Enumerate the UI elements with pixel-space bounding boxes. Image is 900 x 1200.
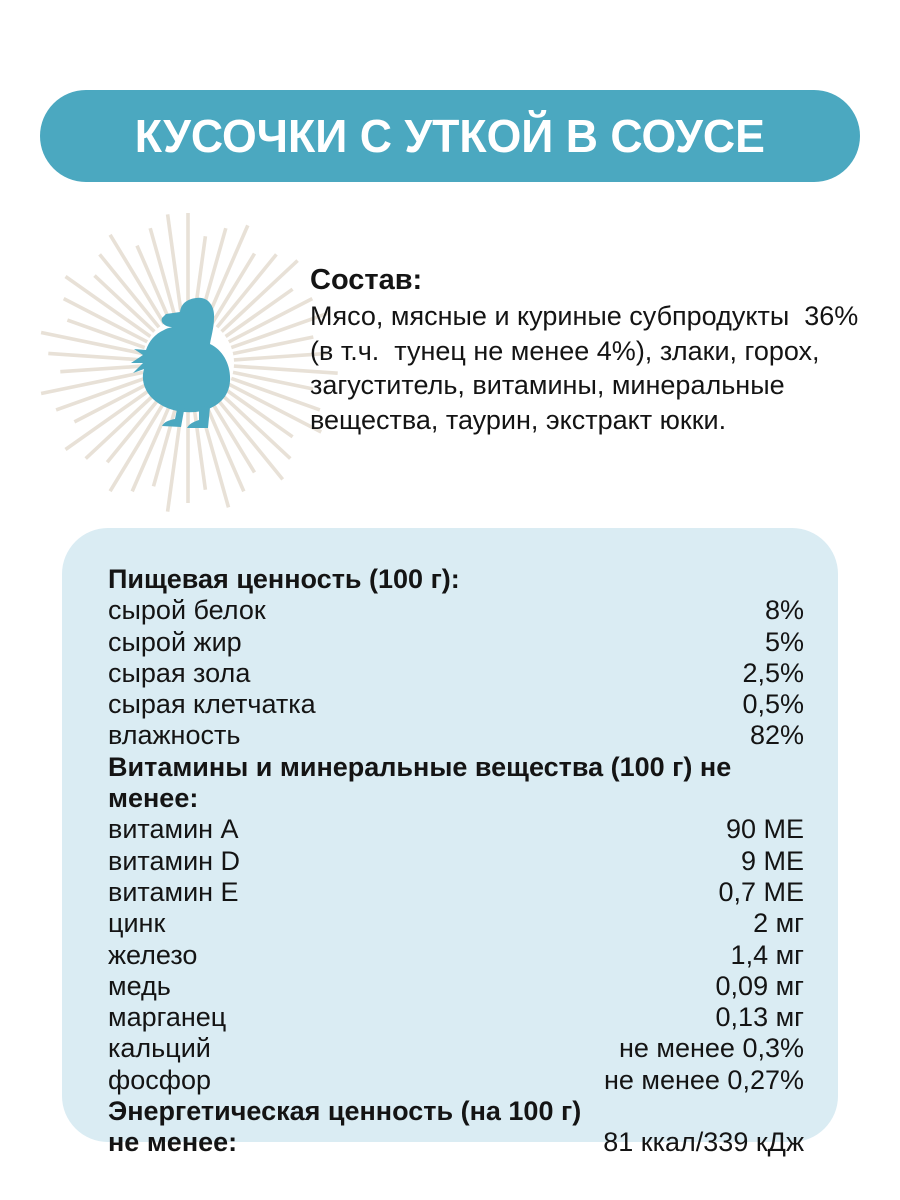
nutrient-label: железо: [108, 939, 198, 970]
nutrient-label: медь: [108, 970, 171, 1001]
composition-text-line: вещества, таурин, экстракт юкки.: [310, 404, 727, 435]
nutrition-row: сырой жир 5%: [108, 627, 804, 658]
nutrient-label: марганец: [108, 1002, 227, 1033]
nutrient-value: 8%: [764, 595, 804, 626]
nutrient-value: не менее 0,3%: [619, 1033, 804, 1064]
nutrition-row: железо 1,4 мг: [108, 940, 804, 971]
energy-label: не менее:: [108, 1127, 238, 1158]
nutrient-value: 1,4 мг: [730, 939, 804, 970]
nutrient-label: сырая клетчатка: [108, 689, 316, 720]
nutrient-value: 90 МЕ: [725, 814, 804, 845]
nutrition-row: сырая зола 2,5%: [108, 658, 804, 689]
nutrient-label: фосфор: [108, 1064, 211, 1095]
nutrient-value: 2 мг: [753, 908, 804, 939]
nutrient-value: не менее 0,27%: [603, 1064, 804, 1095]
nutrition-section-heading: Пищевая ценность (100 г):: [108, 564, 460, 594]
duck-silhouette-icon: [131, 297, 231, 428]
nutrition-row: влажность 82%: [108, 720, 804, 751]
nutrition-row: сырой белок 8%: [108, 595, 804, 626]
composition-text-line: (в т.ч. тунец не менее 4%), злаки, горох…: [310, 335, 820, 366]
nutrient-value: 0,13 мг: [715, 1002, 804, 1033]
sunburst-rays-icon: [40, 213, 338, 512]
nutrient-label: витамин Е: [108, 876, 239, 907]
nutrient-value: 0,5%: [742, 689, 804, 720]
nutrition-row: цинк 2 мг: [108, 908, 804, 939]
nutrition-row: медь 0,09 мг: [108, 971, 804, 1002]
vitamins-section-heading: Витамины и минеральные вещества (100 г) …: [108, 751, 732, 814]
nutrient-label: кальций: [108, 1033, 211, 1064]
nutrient-label: витамин D: [108, 845, 241, 876]
nutrient-label: влажность: [108, 720, 241, 751]
nutrition-row: марганец 0,13 мг: [108, 1002, 804, 1033]
nutrient-value: 5%: [764, 626, 804, 657]
nutrition-panel: Пищевая ценность (100 г): сырой белок 8%…: [62, 528, 838, 1157]
nutrient-label: сырая зола: [108, 657, 251, 688]
nutrient-value: 82%: [749, 720, 804, 751]
nutrient-value: 2,5%: [742, 657, 804, 688]
nutrition-row: не менее: 81 ккал/339 кДж: [108, 1127, 804, 1158]
nutrient-label: витамин А: [108, 814, 239, 845]
composition-section: Состав: Мясо, мясные и куриные субпродук…: [310, 262, 870, 437]
energy-section-heading: Энергетическая ценность (на 100 г): [108, 1096, 582, 1127]
nutrient-label: сырой жир: [108, 626, 242, 657]
product-title-banner: КУСОЧКИ С УТКОЙ В СОУСЕ: [40, 90, 860, 182]
composition-text-line: загуститель, витамины, минеральные: [310, 370, 785, 400]
nutrition-row: сырая клетчатка 0,5%: [108, 689, 804, 720]
nutrient-label: цинк: [108, 908, 166, 939]
nutrition-row: витамин D 9 МЕ: [108, 846, 804, 877]
nutrition-row: витамин Е 0,7 МЕ: [108, 877, 804, 908]
nutrition-row: фосфор не менее 0,27%: [108, 1065, 804, 1096]
nutrition-row: витамин А 90 МЕ: [108, 814, 804, 845]
nutrient-label: сырой белок: [108, 595, 266, 626]
product-title: КУСОЧКИ С УТКОЙ В СОУСЕ: [134, 110, 766, 162]
composition-text-line: Мясо, мясные и куриные субпродукты 36%: [310, 301, 859, 331]
composition-heading: Состав:: [310, 264, 423, 296]
nutrition-row: кальций не менее 0,3%: [108, 1033, 804, 1064]
nutrient-value: 0,09 мг: [715, 970, 804, 1001]
nutrient-value: 0,7 МЕ: [718, 876, 804, 907]
duck-icon: [40, 213, 338, 512]
nutrient-value: 9 МЕ: [740, 845, 804, 876]
energy-value: 81 ккал/339 кДж: [603, 1127, 804, 1158]
